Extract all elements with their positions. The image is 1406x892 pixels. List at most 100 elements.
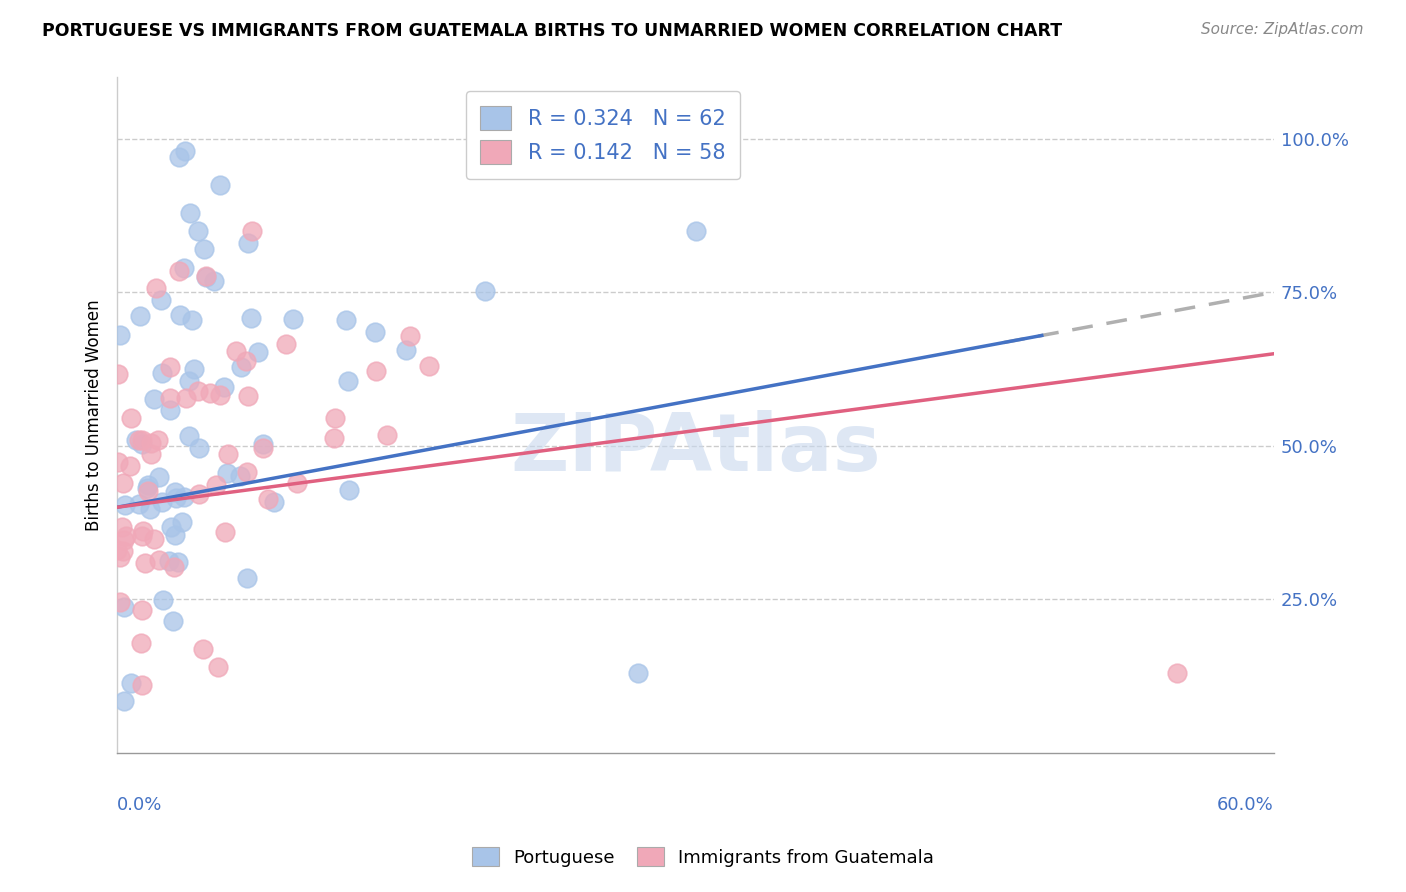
- Point: [217, 447, 239, 461]
- Point: [1166, 666, 1188, 681]
- Point: [252, 437, 274, 451]
- Point: [167, 555, 190, 569]
- Point: [142, 392, 165, 406]
- Point: [167, 264, 190, 278]
- Point: [131, 436, 153, 450]
- Point: [174, 392, 197, 406]
- Point: [179, 205, 201, 219]
- Point: [274, 337, 297, 351]
- Point: [150, 293, 173, 308]
- Point: [112, 544, 135, 558]
- Point: [141, 435, 163, 450]
- Point: [157, 553, 180, 567]
- Point: [162, 614, 184, 628]
- Point: [263, 494, 285, 508]
- Point: [195, 269, 218, 284]
- Point: [236, 571, 259, 585]
- Point: [136, 478, 159, 492]
- Point: [172, 515, 194, 529]
- Point: [173, 261, 195, 276]
- Point: [247, 344, 270, 359]
- Point: [112, 600, 135, 615]
- Point: [173, 490, 195, 504]
- Point: [281, 311, 304, 326]
- Point: [399, 329, 422, 343]
- Point: [136, 482, 159, 496]
- Point: [159, 519, 181, 533]
- Point: [150, 495, 173, 509]
- Point: [143, 532, 166, 546]
- Point: [150, 366, 173, 380]
- Point: [177, 374, 200, 388]
- Point: [110, 595, 132, 609]
- Point: [129, 636, 152, 650]
- Point: [474, 284, 496, 298]
- Point: [159, 391, 181, 405]
- Point: [240, 310, 263, 325]
- Point: [114, 498, 136, 512]
- Point: [209, 388, 232, 402]
- Legend: Portuguese, Immigrants from Guatemala: Portuguese, Immigrants from Guatemala: [465, 840, 941, 874]
- Point: [146, 434, 169, 448]
- Point: [136, 483, 159, 498]
- Point: [236, 465, 259, 479]
- Point: [173, 144, 195, 158]
- Point: [364, 363, 387, 377]
- Point: [112, 694, 135, 708]
- Point: [159, 403, 181, 417]
- Point: [167, 150, 190, 164]
- Y-axis label: Births to Unmarried Women: Births to Unmarried Women: [86, 300, 103, 531]
- Point: [183, 362, 205, 376]
- Point: [148, 469, 170, 483]
- Point: [236, 389, 259, 403]
- Point: [418, 359, 440, 374]
- Point: [107, 455, 129, 469]
- Point: [257, 492, 280, 507]
- Point: [120, 458, 142, 473]
- Point: [193, 641, 215, 656]
- Point: [323, 411, 346, 425]
- Point: [209, 178, 232, 192]
- Point: [187, 224, 209, 238]
- Point: [193, 243, 215, 257]
- Point: [364, 325, 387, 339]
- Point: [215, 467, 238, 481]
- Point: [188, 442, 211, 456]
- Point: [121, 410, 143, 425]
- Point: [395, 343, 418, 357]
- Point: [134, 556, 156, 570]
- Point: [252, 441, 274, 455]
- Point: [235, 354, 257, 368]
- Point: [120, 676, 142, 690]
- Text: Source: ZipAtlas.com: Source: ZipAtlas.com: [1201, 22, 1364, 37]
- Point: [131, 529, 153, 543]
- Point: [139, 446, 162, 460]
- Text: ZIPAtlas: ZIPAtlas: [510, 410, 882, 488]
- Point: [131, 433, 153, 447]
- Point: [152, 593, 174, 607]
- Point: [627, 666, 650, 681]
- Point: [112, 533, 135, 548]
- Text: 0.0%: 0.0%: [117, 796, 163, 814]
- Point: [145, 281, 167, 295]
- Point: [107, 367, 129, 381]
- Point: [205, 478, 228, 492]
- Point: [115, 528, 138, 542]
- Point: [202, 274, 225, 288]
- Legend: R = 0.324   N = 62, R = 0.142   N = 58: R = 0.324 N = 62, R = 0.142 N = 58: [465, 91, 741, 179]
- Point: [212, 380, 235, 394]
- Point: [128, 433, 150, 447]
- Point: [108, 327, 131, 342]
- Point: [337, 483, 360, 497]
- Point: [132, 524, 155, 538]
- Point: [111, 520, 134, 534]
- Point: [187, 487, 209, 501]
- Point: [177, 429, 200, 443]
- Point: [228, 468, 250, 483]
- Point: [337, 374, 360, 388]
- Point: [165, 491, 187, 505]
- Point: [238, 236, 260, 251]
- Point: [131, 678, 153, 692]
- Point: [207, 659, 229, 673]
- Point: [165, 485, 187, 500]
